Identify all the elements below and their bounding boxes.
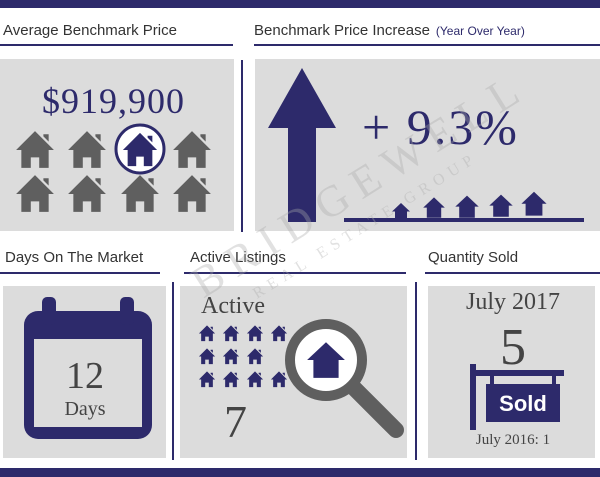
top-bar [0,0,600,8]
avg-price-underline [0,44,233,46]
sold-previous: July 2016: 1 [475,432,551,448]
sold-title: Quantity Sold [428,249,519,266]
sold-sign-icon [470,364,564,430]
days-unit: Days [64,398,106,420]
days-title: Days On The Market [5,249,144,266]
active-underline [184,272,406,274]
days-underline [0,272,160,274]
avg-price-title: Average Benchmark Price [3,22,177,39]
increase-subtitle: (Year Over Year) [435,24,525,38]
days-value: 12 [66,355,104,397]
active-title: Active Listings [190,249,286,266]
sold-month: July 2017 [465,289,560,315]
sold-sign-label: Sold [499,391,547,416]
divider-2 [172,282,174,460]
magnifier-icon [285,319,404,438]
calendar-icon [24,297,152,439]
increase-underline [254,44,600,46]
house-grid-icon [16,123,211,212]
increase-title: Benchmark Price Increase (Year Over Year) [254,22,525,39]
avg-price-value: $919,900 [42,81,185,121]
rising-houses-icon [344,191,584,222]
bottom-bar [0,468,600,477]
active-label: Active [201,293,265,319]
increase-title-text: Benchmark Price Increase [254,22,430,39]
increase-value: + 9.3% [362,99,519,155]
divider-3 [415,282,417,460]
up-arrow-icon [268,68,336,222]
active-value: 7 [224,396,247,447]
sold-underline [425,272,600,274]
divider-1 [241,60,243,232]
sold-value: 5 [500,319,526,376]
